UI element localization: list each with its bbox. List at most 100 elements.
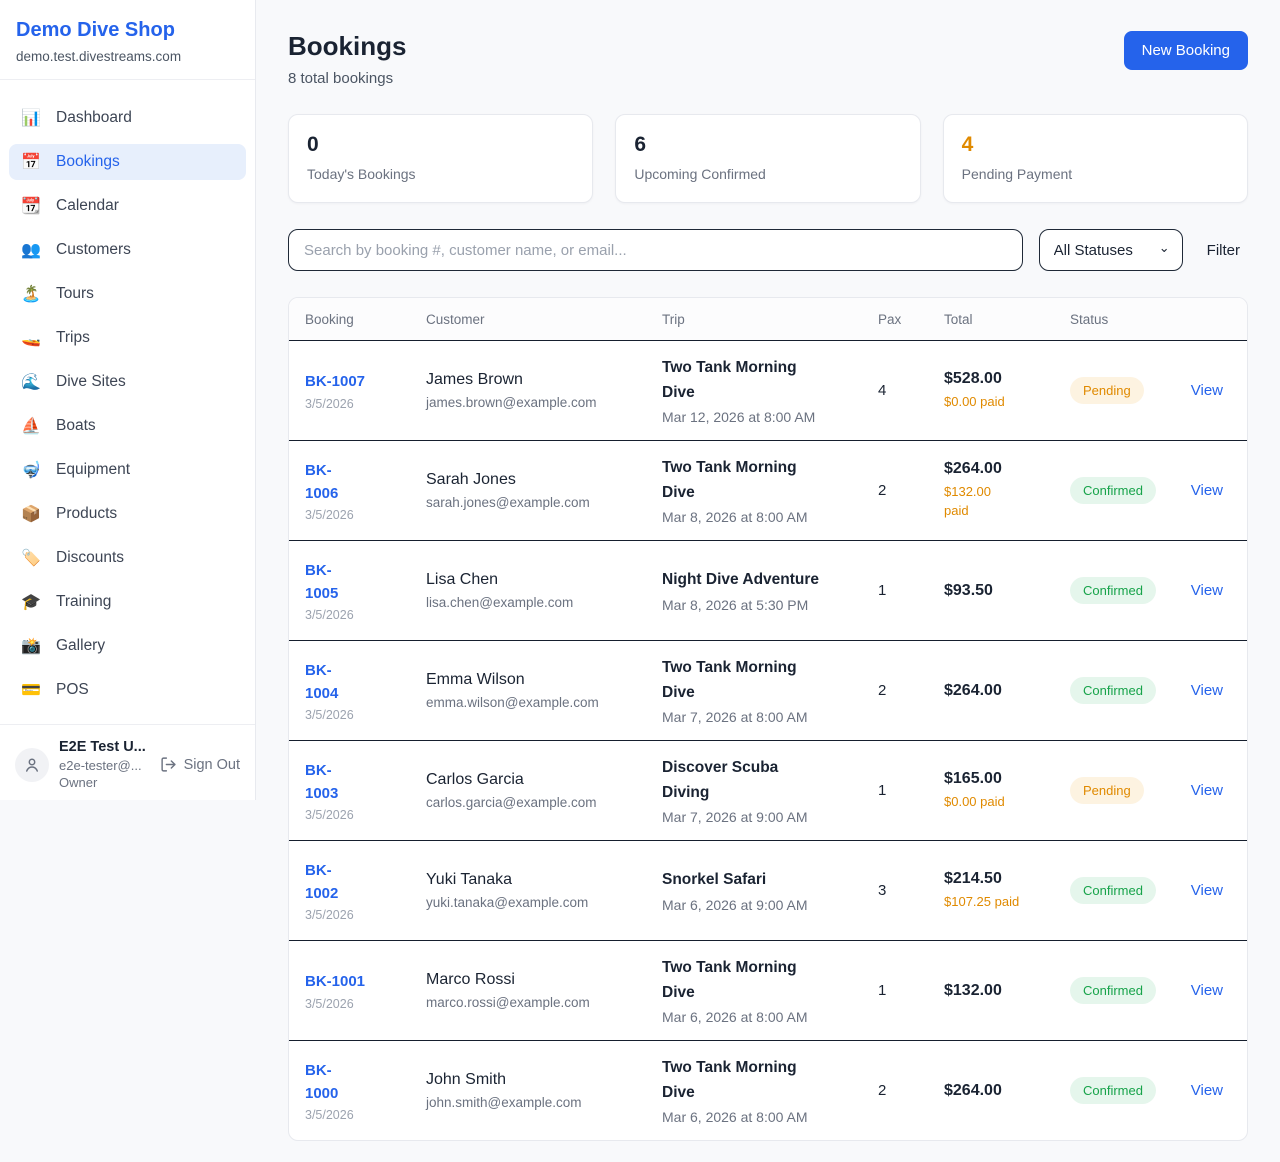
sidebar-item-gallery[interactable]: 📸 Gallery	[9, 628, 246, 664]
column-header-status: Status	[1070, 311, 1109, 327]
trip-datetime: Mar 7, 2026 at 9:00 AM	[662, 809, 808, 826]
sidebar-item-equipment[interactable]: 🤿 Equipment	[9, 452, 246, 488]
search-input[interactable]	[288, 229, 1023, 271]
avatar	[15, 747, 49, 782]
view-link[interactable]: View	[1190, 481, 1223, 499]
booking-id-link[interactable]: BK- 1002	[305, 861, 339, 902]
trip-datetime: Mar 6, 2026 at 8:00 AM	[662, 1009, 808, 1026]
sidebar-item-label: Customers	[56, 241, 131, 258]
page-header: Bookings 8 total bookings New Booking	[288, 31, 1248, 87]
filter-button[interactable]: Filter	[1199, 242, 1248, 259]
sidebar-item-trips[interactable]: 🚤 Trips	[9, 320, 246, 356]
total-amount: $264.00	[944, 681, 1002, 699]
view-link[interactable]: View	[1190, 681, 1223, 699]
customer-name: Emma Wilson	[426, 671, 525, 688]
sidebar-item-bookings[interactable]: 📅 Bookings	[9, 144, 246, 180]
booking-id-link[interactable]: BK-1001	[305, 973, 366, 991]
brand-subdomain: demo.test.divestreams.com	[16, 49, 182, 64]
view-link[interactable]: View	[1190, 1081, 1223, 1099]
view-link[interactable]: View	[1190, 781, 1223, 799]
view-link[interactable]: View	[1190, 981, 1223, 999]
sidebar-item-boats[interactable]: ⛵ Boats	[9, 408, 246, 444]
credit-card-icon: 💳	[21, 682, 41, 699]
column-header-total: Total	[944, 311, 973, 327]
brand-title: Demo Dive Shop	[16, 19, 175, 41]
table-row: BK- 1003 3/5/2026 Carlos Garcia carlos.g…	[289, 740, 1247, 840]
tag-icon: 🏷️	[21, 550, 41, 567]
trip-datetime: Mar 6, 2026 at 9:00 AM	[662, 896, 808, 913]
table-row: BK-1001 3/5/2026 Marco Rossi marco.rossi…	[289, 940, 1247, 1040]
customer-email: lisa.chen@example.com	[426, 595, 574, 610]
user-name: E2E Test U...	[59, 739, 146, 755]
booking-date: 3/5/2026	[305, 608, 354, 623]
sidebar-item-label: Training	[56, 593, 112, 610]
calendar-icon: 📅	[21, 154, 41, 171]
trip-name: Two Tank Morning Dive	[662, 458, 797, 501]
sign-out-button[interactable]: Sign Out	[160, 756, 240, 773]
trip-name: Discover Scuba Diving	[662, 758, 779, 801]
booking-date: 3/5/2026	[305, 908, 354, 923]
sidebar-item-label: Discounts	[56, 549, 125, 566]
pax-count: 4	[878, 382, 887, 399]
customer-name: Yuki Tanaka	[426, 871, 512, 888]
sidebar-item-label: Gallery	[56, 637, 106, 654]
sign-out-label: Sign Out	[183, 756, 240, 773]
sidebar-item-tours[interactable]: 🏝️ Tours	[9, 276, 246, 312]
booking-date: 3/5/2026	[305, 808, 354, 823]
customer-email: carlos.garcia@example.com	[426, 795, 597, 810]
trip-datetime: Mar 7, 2026 at 8:00 AM	[662, 709, 808, 726]
total-amount: $132.00	[944, 981, 1002, 999]
main-content: Bookings 8 total bookings New Booking 0 …	[256, 0, 1280, 1162]
trip-name: Two Tank Morning Dive	[662, 958, 797, 1001]
sidebar-item-dive-sites[interactable]: 🌊 Dive Sites	[9, 364, 246, 400]
sidebar-item-label: Dive Sites	[56, 373, 126, 390]
sidebar-item-training[interactable]: 🎓 Training	[9, 584, 246, 620]
trip-name: Two Tank Morning Dive	[662, 658, 797, 701]
booking-id-link[interactable]: BK- 1000	[305, 1061, 339, 1102]
sidebar: Demo Dive Shop demo.test.divestreams.com…	[0, 0, 256, 800]
user-email: e2e-tester@...	[59, 758, 142, 773]
camera-icon: 📸	[21, 638, 41, 655]
column-header-booking: Booking	[305, 311, 354, 327]
paid-amount: $0.00 paid	[944, 393, 1005, 409]
table-row: BK- 1004 3/5/2026 Emma Wilson emma.wilso…	[289, 640, 1247, 740]
booking-id-link[interactable]: BK- 1005	[305, 561, 339, 602]
graduation-cap-icon: 🎓	[21, 594, 41, 611]
status-badge: Confirmed	[1070, 477, 1156, 504]
people-icon: 👥	[21, 242, 41, 259]
view-link[interactable]: View	[1190, 881, 1223, 899]
customer-name: Carlos Garcia	[426, 771, 524, 788]
bar-chart-icon: 📊	[21, 110, 41, 127]
booking-id-link[interactable]: BK- 1004	[305, 661, 339, 702]
sidebar-item-label: Calendar	[56, 197, 119, 214]
sidebar-item-discounts[interactable]: 🏷️ Discounts	[9, 540, 246, 576]
trip-name: Two Tank Morning Dive	[662, 358, 797, 401]
pax-count: 1	[878, 782, 887, 799]
customer-email: james.brown@example.com	[426, 395, 597, 410]
view-link[interactable]: View	[1190, 581, 1223, 599]
booking-date: 3/5/2026	[305, 1108, 354, 1123]
column-header-customer: Customer	[426, 311, 485, 327]
sidebar-item-dashboard[interactable]: 📊 Dashboard	[9, 100, 246, 136]
sidebar-item-calendar[interactable]: 📆 Calendar	[9, 188, 246, 224]
person-icon	[26, 758, 38, 772]
booking-id-link[interactable]: BK- 1006	[305, 461, 339, 502]
status-badge: Pending	[1070, 777, 1144, 804]
booking-id-link[interactable]: BK- 1003	[305, 761, 339, 802]
booking-id-link[interactable]: BK-1007	[305, 373, 366, 391]
total-amount: $165.00	[944, 769, 1002, 787]
status-badge: Pending	[1070, 377, 1144, 404]
total-bookings-count: 8 total bookings	[288, 70, 394, 87]
sidebar-item-label: POS	[56, 681, 89, 698]
sidebar-item-customers[interactable]: 👥 Customers	[9, 232, 246, 268]
pax-count: 2	[878, 482, 887, 499]
trip-datetime: Mar 6, 2026 at 8:00 AM	[662, 1109, 808, 1126]
sidebar-item-products[interactable]: 📦 Products	[9, 496, 246, 532]
view-link[interactable]: View	[1190, 381, 1223, 399]
sidebar-item-label: Products	[56, 505, 118, 522]
sidebar-item-pos[interactable]: 💳 POS	[9, 672, 246, 708]
status-filter-select[interactable]: All Statuses	[1038, 229, 1183, 271]
customer-name: Sarah Jones	[426, 471, 516, 488]
paid-amount: $107.25 paid	[944, 893, 1020, 909]
new-booking-button[interactable]: New Booking	[1123, 31, 1248, 70]
